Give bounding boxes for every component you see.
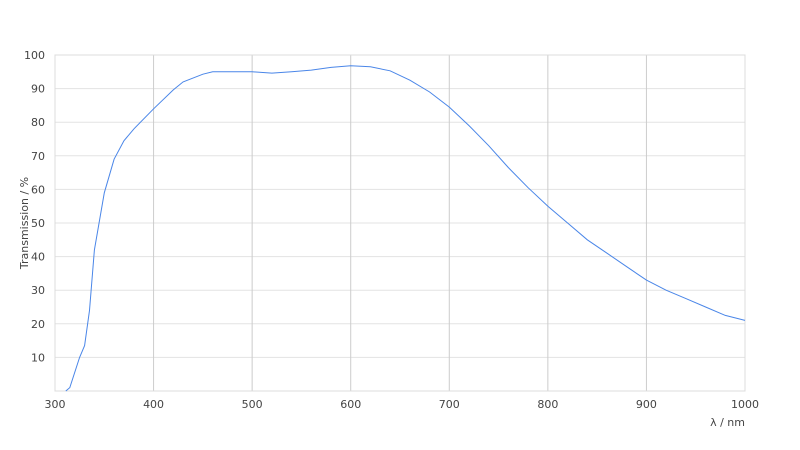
x-tick-label: 1000 xyxy=(731,398,759,411)
y-tick-label: 10 xyxy=(31,351,45,364)
plot-border xyxy=(54,54,746,392)
y-tick-label: 50 xyxy=(31,217,45,230)
y-tick-label: 20 xyxy=(31,318,45,331)
y-tick-label: 90 xyxy=(31,83,45,96)
y-tick-label: 60 xyxy=(31,183,45,196)
tick-labels: 10 20 30 40 50 60 70 80 90 100 300 400 500 600 700 800 9… xyxy=(24,49,759,411)
grid xyxy=(54,54,746,392)
x-tick-label: 700 xyxy=(439,398,460,411)
x-tick-label: 800 xyxy=(537,398,558,411)
y-tick-label: 40 xyxy=(31,251,45,264)
y-axis-label: Transmission / % xyxy=(18,177,31,270)
x-tick-label: 500 xyxy=(242,398,263,411)
x-tick-label: 400 xyxy=(143,398,164,411)
x-tick-label: 300 xyxy=(45,398,66,411)
y-tick-label: 100 xyxy=(24,49,45,62)
y-tick-label: 80 xyxy=(31,116,45,129)
x-tick-label: 600 xyxy=(340,398,361,411)
y-tick-label: 70 xyxy=(31,150,45,163)
x-tick-label: 900 xyxy=(636,398,657,411)
x-axis-label: λ / nm xyxy=(710,416,745,429)
series-line xyxy=(65,65,746,392)
y-tick-label: 30 xyxy=(31,284,45,297)
